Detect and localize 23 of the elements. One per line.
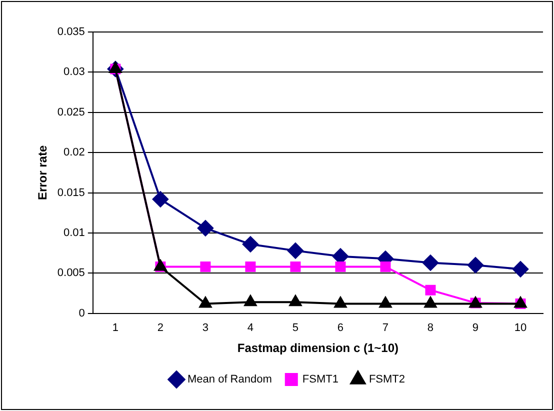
legend-label: FSMT2 — [368, 374, 405, 386]
y-tick-label: 0.02 — [64, 146, 85, 159]
legend-label: Mean of Random — [188, 374, 272, 386]
x-tick-label: 3 — [202, 322, 209, 334]
x-tick-label: 9 — [472, 322, 479, 334]
x-tick-label: 7 — [382, 322, 389, 334]
x-tick-label: 1 — [112, 322, 118, 334]
y-tick-label: 0.015 — [57, 186, 85, 199]
y-tick-label: 0.035 — [57, 26, 85, 38]
x-tick-label: 10 — [514, 322, 527, 334]
x-tick-label: 8 — [427, 322, 434, 334]
x-tick-label: 2 — [157, 322, 164, 334]
y-axis-title: Error rate — [36, 145, 50, 200]
x-axis-title: Fastmap dimension c (1~10) — [237, 341, 398, 356]
y-tick-label: 0 — [78, 307, 85, 320]
y-tick-label: 0.025 — [57, 106, 85, 118]
y-tick-label: 0.005 — [57, 267, 85, 280]
x-tick-label: 5 — [292, 322, 299, 334]
y-tick-label: 0.01 — [64, 227, 85, 240]
legend-label: FSMT1 — [302, 374, 338, 386]
x-tick-label: 4 — [247, 322, 254, 334]
y-tick-label: 0.03 — [64, 66, 85, 78]
x-tick-label: 6 — [337, 322, 344, 334]
